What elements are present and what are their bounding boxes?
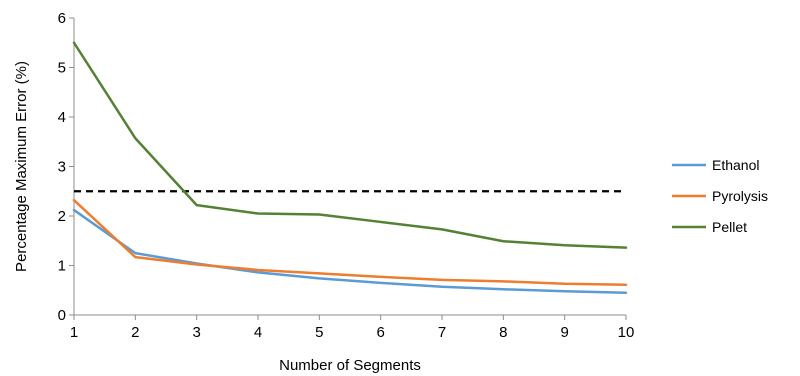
y-tick-label: 0 [58, 307, 66, 324]
series-line-ethanol [72, 208, 628, 294]
x-tick-label: 3 [192, 324, 200, 341]
y-axis-title: Percentage Maximum Error (%) [13, 61, 30, 272]
x-tick-label: 7 [438, 324, 446, 341]
legend-label: Pyrolysis [712, 188, 768, 204]
x-tick-label: 10 [618, 324, 635, 341]
legend-item-pellet: Pellet [672, 219, 747, 235]
x-tick-label: 8 [499, 324, 507, 341]
x-tick-label: 2 [131, 324, 139, 341]
series-line-pellet [72, 41, 628, 249]
y-tick-label: 2 [58, 208, 66, 225]
series-lines [72, 41, 628, 294]
y-tick-label: 4 [58, 109, 66, 126]
x-axis-title: Number of Segments [279, 357, 421, 374]
legend-label: Ethanol [712, 157, 759, 173]
x-tick-label: 4 [254, 324, 262, 341]
y-tick-label: 3 [58, 159, 66, 176]
legend-label: Pellet [712, 219, 747, 235]
x-tick-label: 5 [315, 324, 323, 341]
legend-item-pyrolysis: Pyrolysis [672, 188, 768, 204]
legend: Ethanol Pyrolysis Pellet [672, 157, 768, 235]
legend-item-ethanol: Ethanol [672, 157, 759, 173]
series-line-pyrolysis [72, 198, 628, 287]
x-tick-label: 9 [560, 324, 568, 341]
y-tick-label: 6 [58, 10, 66, 27]
x-tick-label: 1 [70, 324, 78, 341]
y-tick-label: 5 [58, 60, 66, 77]
y-tick-label: 1 [58, 258, 66, 275]
x-tick-label: 6 [376, 324, 384, 341]
